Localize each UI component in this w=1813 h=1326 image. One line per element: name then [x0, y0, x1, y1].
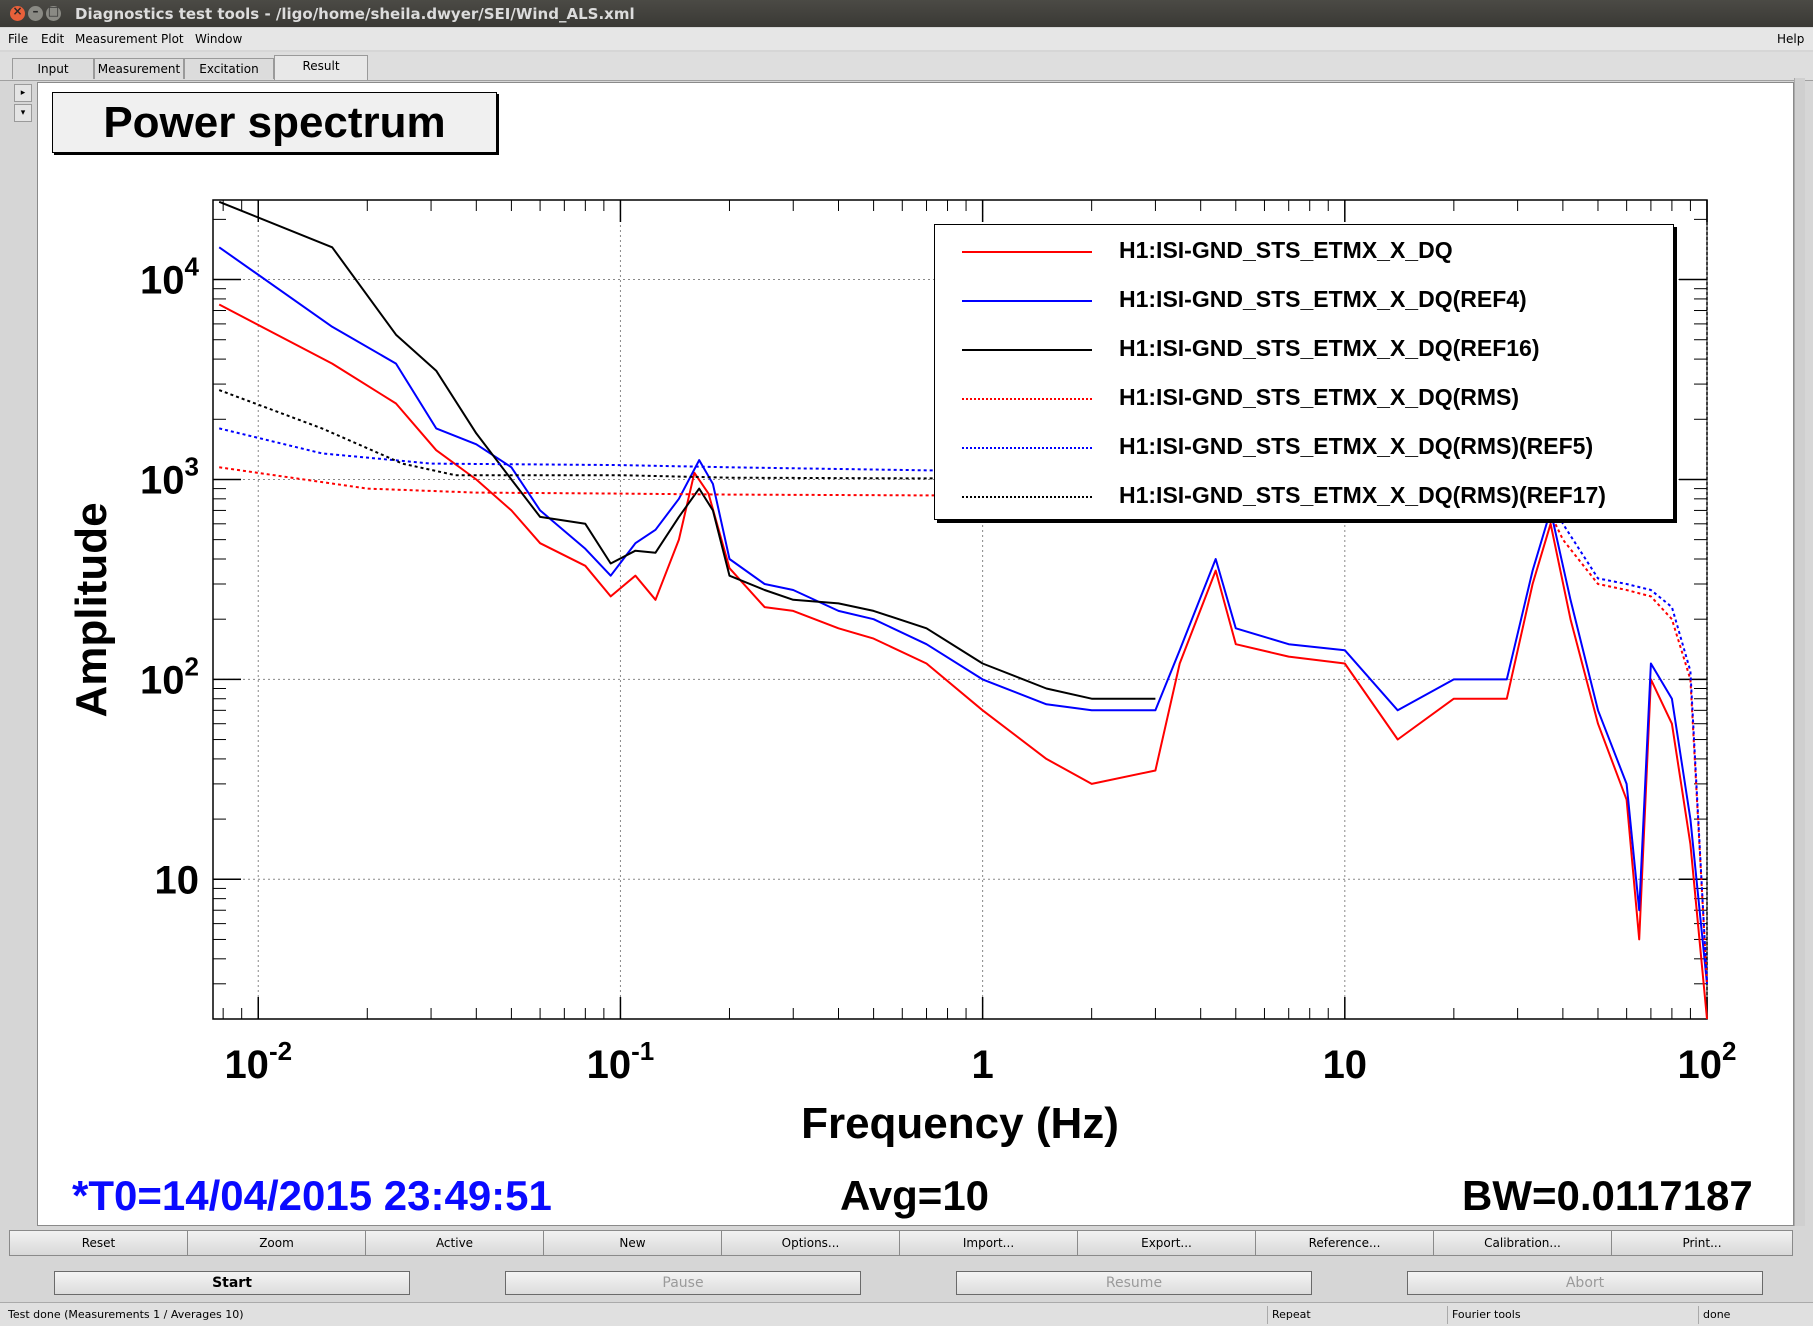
menu-edit[interactable]: Edit [41, 32, 65, 46]
window-title: Diagnostics test tools - /ligo/home/shei… [75, 5, 635, 23]
menu-measurement[interactable]: Measurement [75, 32, 158, 46]
status-bar: Test done (Measurements 1 / Averages 10)… [0, 1302, 1813, 1326]
plot-button-row: Reset Zoom Active New Options... Import.… [9, 1230, 1793, 1256]
menu-help[interactable]: Help [1777, 32, 1805, 46]
legend-item: H1:ISI-GND_STS_ETMX_X_DQ(REF4) [935, 276, 1673, 325]
pause-button[interactable]: Pause [505, 1271, 861, 1295]
plot-title: Power spectrum [52, 92, 497, 153]
import-button[interactable]: Import... [899, 1230, 1078, 1256]
info-bw: BW=0.0117187 [1462, 1172, 1753, 1219]
legend-item: H1:ISI-GND_STS_ETMX_X_DQ [935, 227, 1673, 276]
reference-button[interactable]: Reference... [1255, 1230, 1434, 1256]
chart-legend: H1:ISI-GND_STS_ETMX_X_DQ H1:ISI-GND_STS_… [934, 224, 1674, 520]
new-button[interactable]: New [543, 1230, 722, 1256]
options-button[interactable]: Options... [721, 1230, 900, 1256]
legend-swatch [962, 447, 1092, 449]
menu-window[interactable]: Window [195, 32, 243, 46]
legend-label: H1:ISI-GND_STS_ETMX_X_DQ(REF16) [1119, 335, 1540, 361]
status-message: Test done (Measurements 1 / Averages 10) [8, 1308, 244, 1321]
legend-swatch [962, 398, 1092, 400]
legend-label: H1:ISI-GND_STS_ETMX_X_DQ [1119, 237, 1453, 263]
calibration-button[interactable]: Calibration... [1433, 1230, 1612, 1256]
tab-excitation[interactable]: Excitation [184, 58, 274, 79]
vertical-scrollbar[interactable] [1794, 78, 1805, 1226]
legend-label: H1:ISI-GND_STS_ETMX_X_DQ(RMS)(REF5) [1119, 433, 1594, 459]
info-avg: Avg=10 [840, 1172, 990, 1219]
start-button[interactable]: Start [54, 1271, 410, 1295]
legend-item: H1:ISI-GND_STS_ETMX_X_DQ(REF16) [935, 325, 1673, 374]
status-tool: Fourier tools [1447, 1306, 1521, 1324]
close-icon[interactable]: × [10, 4, 25, 21]
tab-result[interactable]: Result [274, 55, 368, 80]
active-button[interactable]: Active [365, 1230, 544, 1256]
legend-swatch [962, 496, 1092, 498]
minimize-icon[interactable]: – [28, 4, 43, 21]
status-repeat: Repeat [1267, 1306, 1311, 1324]
legend-label: H1:ISI-GND_STS_ETMX_X_DQ(RMS)(REF17) [1119, 482, 1606, 508]
expand-right-icon[interactable]: ▸ [14, 84, 32, 102]
tab-input[interactable]: Input [12, 58, 94, 79]
legend-label: H1:ISI-GND_STS_ETMX_X_DQ(RMS) [1119, 384, 1520, 410]
legend-item: H1:ISI-GND_STS_ETMX_X_DQ(RMS) [935, 374, 1673, 423]
legend-item: H1:ISI-GND_STS_ETMX_X_DQ(RMS)(REF5) [935, 423, 1673, 472]
print-button[interactable]: Print... [1611, 1230, 1793, 1256]
legend-swatch [962, 300, 1092, 302]
zoom-button[interactable]: Zoom [187, 1230, 366, 1256]
control-button-row: Start Pause Resume Abort [0, 1271, 1813, 1296]
export-button[interactable]: Export... [1077, 1230, 1256, 1256]
legend-swatch [962, 251, 1092, 253]
legend-label: H1:ISI-GND_STS_ETMX_X_DQ(REF4) [1119, 286, 1527, 312]
legend-item: H1:ISI-GND_STS_ETMX_X_DQ(RMS)(REF17) [935, 472, 1673, 521]
resume-button[interactable]: Resume [956, 1271, 1312, 1295]
tab-measurement[interactable]: Measurement [94, 58, 184, 79]
legend-swatch [962, 349, 1092, 351]
menu-file[interactable]: File [8, 32, 29, 46]
abort-button[interactable]: Abort [1407, 1271, 1763, 1295]
title-bar: × – □ Diagnostics test tools - /ligo/hom… [0, 0, 1813, 27]
menu-plot[interactable]: Plot [161, 32, 184, 46]
maximize-icon[interactable]: □ [46, 4, 61, 21]
menu-bar: File Edit Measurement Plot Window Help [0, 28, 1813, 50]
status-state: done [1698, 1306, 1730, 1324]
tab-bar: Input Measurement Excitation Result [0, 52, 1813, 81]
info-t0: *T0=14/04/2015 23:49:51 [72, 1172, 552, 1219]
reset-button[interactable]: Reset [9, 1230, 188, 1256]
expand-down-icon[interactable]: ▾ [14, 104, 32, 122]
